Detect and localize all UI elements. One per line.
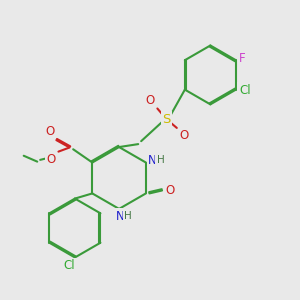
Text: F: F (239, 52, 246, 65)
Text: O: O (45, 125, 55, 138)
Text: H: H (124, 211, 132, 221)
Text: O: O (146, 94, 155, 107)
Text: N: N (148, 154, 157, 167)
Text: S: S (162, 112, 170, 126)
Text: O: O (166, 184, 175, 197)
Text: N: N (116, 210, 125, 223)
Text: H: H (157, 155, 164, 165)
Text: O: O (179, 129, 188, 142)
Text: Cl: Cl (239, 84, 250, 97)
Text: Cl: Cl (64, 259, 75, 272)
Text: O: O (46, 153, 56, 166)
